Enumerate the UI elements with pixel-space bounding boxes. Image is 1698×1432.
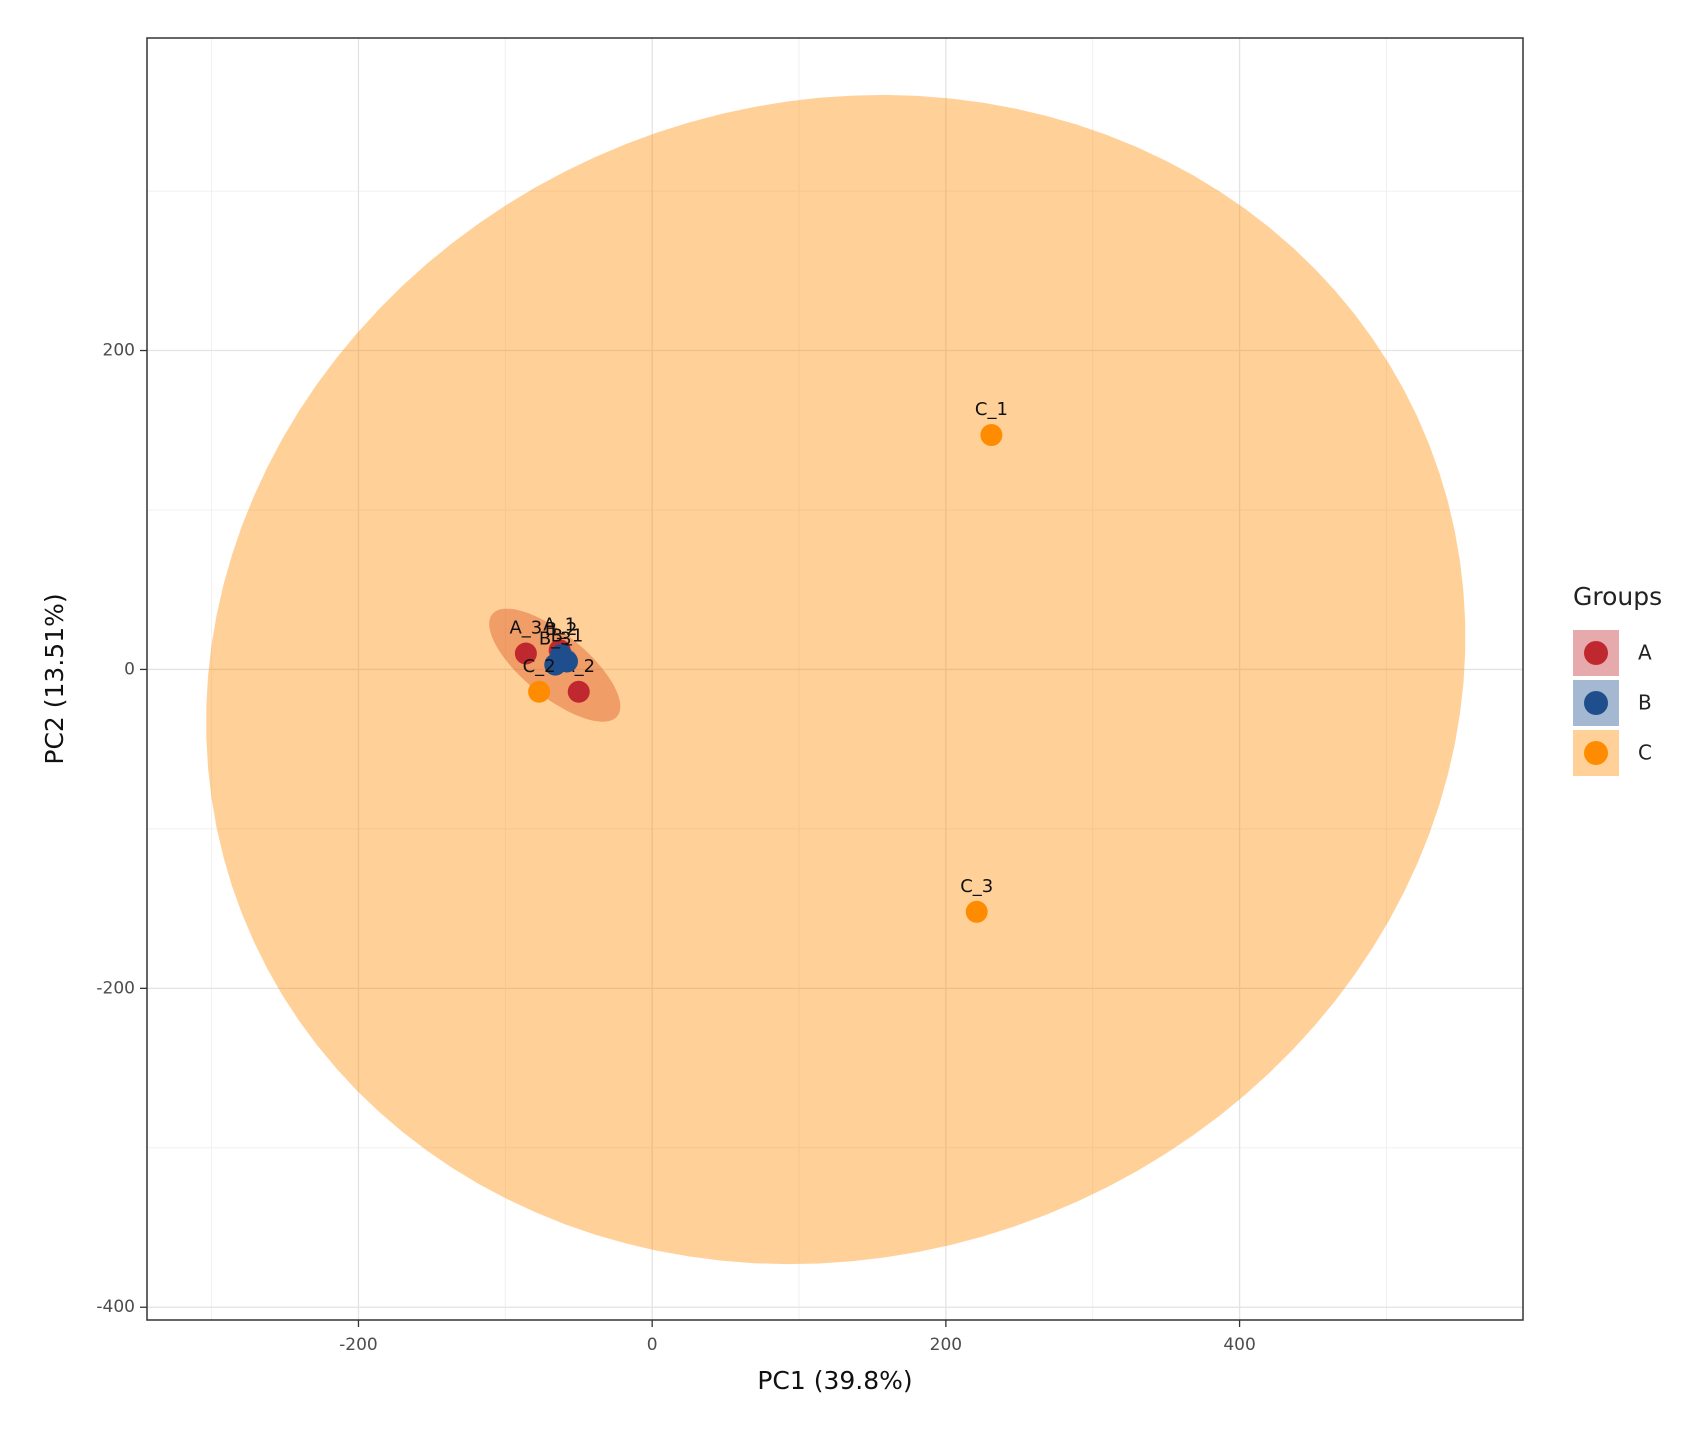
point	[567, 680, 590, 703]
point-label: C_2	[523, 656, 556, 677]
point	[514, 642, 537, 665]
point-label: B_1	[551, 625, 584, 646]
legend-dot	[1584, 741, 1608, 765]
legend-dot	[1584, 641, 1608, 665]
legend-dot	[1584, 691, 1608, 715]
group-ellipse	[206, 94, 1466, 1265]
x-tick-label: -200	[339, 1335, 378, 1355]
point	[544, 653, 567, 676]
x-tick-label: 400	[1223, 1335, 1255, 1355]
y-tick-label: -200	[96, 978, 135, 998]
point	[980, 424, 1003, 447]
point-label: C_3	[960, 876, 993, 897]
x-tick-label: 0	[647, 1335, 658, 1355]
point-label: A_1	[543, 614, 576, 635]
y-axis-title: PC2 (13.51%)	[40, 593, 69, 764]
legend-label: C	[1638, 741, 1652, 765]
y-tick-label: 200	[103, 341, 135, 361]
panel-border	[146, 37, 1524, 1321]
legend-label: B	[1638, 691, 1652, 715]
point-label: B_3	[539, 629, 572, 650]
point-label: C_1	[975, 399, 1008, 420]
x-axis-title: PC1 (39.8%)	[757, 1366, 912, 1395]
legend: A B C	[1573, 630, 1652, 776]
x-tick-label: 200	[930, 1335, 962, 1355]
point	[528, 680, 551, 703]
point	[965, 900, 988, 923]
point-label: A_3	[509, 617, 542, 638]
legend-title: Groups	[1573, 582, 1662, 611]
legend-label: A	[1638, 641, 1652, 665]
y-tick-label: 0	[124, 659, 135, 679]
y-tick-label: -400	[96, 1297, 135, 1317]
point-label: B_2	[545, 619, 578, 640]
point-layer: A_1A_2A_3 B_1B_2B_3C_1C_2C_3	[509, 399, 1008, 923]
grid-layer	[147, 38, 1523, 1320]
